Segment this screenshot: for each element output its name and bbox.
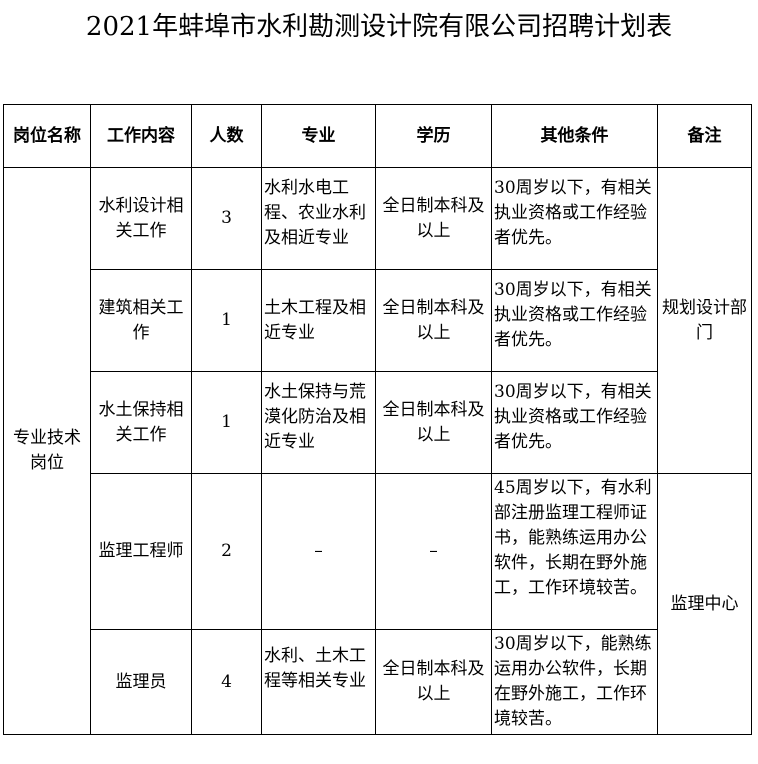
table-row: 监理工程师 2 – – 45周岁以下，有水利部注册监理工程师证书，能熟练运用办公…	[4, 473, 752, 735]
edu-cell: 全日制本科及以上	[375, 371, 492, 474]
work-cell: 建筑相关工作	[90, 269, 192, 372]
header-cell: 岗位名称	[3, 104, 91, 168]
edu-cell: 全日制本科及以上	[375, 629, 492, 735]
major-cell: 水利水电工程、农业水利及相近专业	[261, 167, 376, 270]
major-cell: –	[261, 473, 376, 630]
position-cell: 专业技术岗位	[3, 167, 91, 735]
major-cell: 土木工程及相近专业	[261, 269, 376, 372]
header-cell: 学历	[375, 104, 492, 168]
cond-cell: 30周岁以下，有相关执业资格或工作经验者优先。	[491, 269, 658, 372]
edu-cell: 全日制本科及以上	[375, 269, 492, 372]
header-cell: 其他条件	[491, 104, 658, 168]
work-cell: 水利设计相关工作	[90, 167, 192, 270]
edu-cell: –	[375, 473, 492, 630]
note-cell: 监理中心	[657, 473, 752, 735]
table-row: 建筑相关工作 1 土木工程及相近专业 全日制本科及以上 30周岁以下，有相关执业…	[4, 269, 752, 372]
edu-cell: 全日制本科及以上	[375, 167, 492, 270]
page-title: 2021年蚌埠市水利勘测设计院有限公司招聘计划表	[85, 12, 673, 42]
cond-cell: 30周岁以下，有相关执业资格或工作经验者优先。	[491, 371, 658, 474]
major-cell: 水土保持与荒漠化防治及相近专业	[261, 371, 376, 474]
recruitment-table: 岗位名称 工作内容 人数 专业 学历 其他条件 备注 专业技术岗位 水利设计相关…	[3, 104, 752, 735]
header-cell: 备注	[657, 104, 752, 168]
cond-cell: 30周岁以下，能熟练运用办公软件，长期在野外施工，工作环境较苦。	[491, 629, 658, 735]
table-row: 专业技术岗位 水利设计相关工作 3 水利水电工程、农业水利及相近专业 全日制本科…	[3, 167, 752, 735]
header-cell: 专业	[261, 104, 376, 168]
work-cell: 水土保持相关工作	[90, 371, 192, 474]
cond-cell: 30周岁以下，有相关执业资格或工作经验者优先。	[491, 167, 658, 270]
cond-cell: 45周岁以下，有水利部注册监理工程师证书，能熟练运用办公软件，长期在野外施工，工…	[491, 473, 658, 630]
count-cell: 4	[191, 629, 262, 735]
count-cell: 3	[191, 167, 262, 270]
work-cell: 监理员	[90, 629, 192, 735]
major-cell: 水利、土木工程等相关专业	[261, 629, 376, 735]
work-cell: 监理工程师	[90, 473, 192, 630]
count-cell: 2	[191, 473, 262, 630]
header-row: 岗位名称 工作内容 人数 专业 学历 其他条件 备注	[3, 104, 752, 168]
header-cell: 人数	[191, 104, 262, 168]
header-cell: 工作内容	[90, 104, 192, 168]
note-cell: 规划设计部门	[657, 167, 752, 474]
count-cell: 1	[191, 371, 262, 474]
table-row: 水土保持相关工作 1 水土保持与荒漠化防治及相近专业 全日制本科及以上 30周岁…	[4, 371, 752, 474]
table-row: 监理员 4 水利、土木工程等相关专业 全日制本科及以上 30周岁以下，能熟练运用…	[4, 629, 752, 735]
count-cell: 1	[191, 269, 262, 372]
